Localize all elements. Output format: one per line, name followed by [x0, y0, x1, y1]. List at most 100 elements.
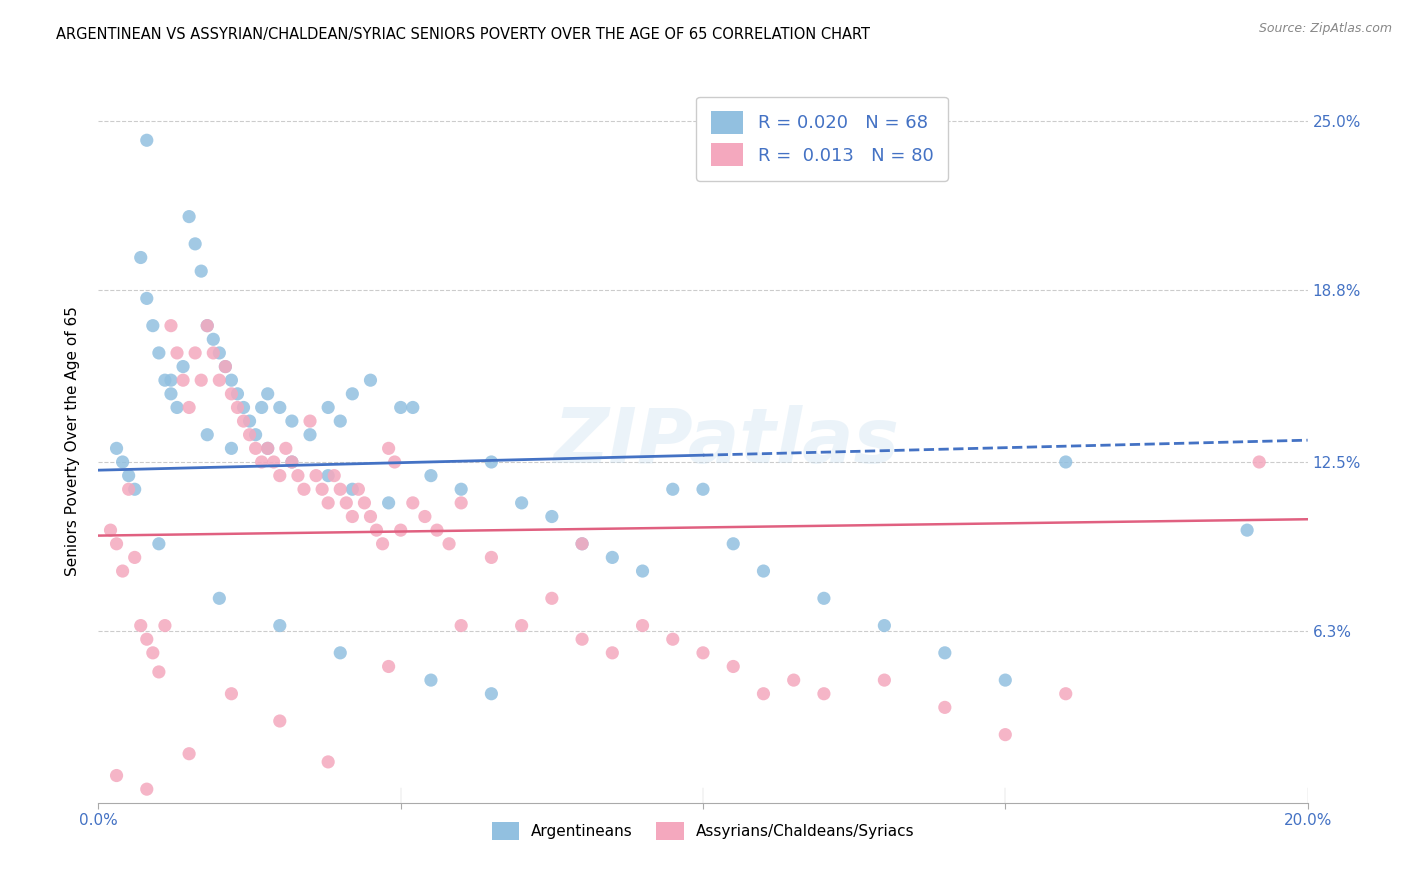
Point — [360, 373, 382, 387]
Point — [124, 482, 146, 496]
Point — [269, 401, 291, 415]
Point — [329, 646, 352, 660]
Point — [239, 427, 262, 442]
Point — [281, 414, 304, 428]
Point — [172, 359, 194, 374]
Point — [316, 755, 339, 769]
Point — [153, 618, 176, 632]
Point — [377, 659, 399, 673]
Point — [342, 482, 364, 496]
Point — [281, 455, 304, 469]
Point — [540, 509, 562, 524]
Point — [221, 387, 243, 401]
Point — [934, 700, 956, 714]
Point — [366, 523, 388, 537]
Point — [752, 564, 775, 578]
Point — [1236, 523, 1258, 537]
Point — [124, 550, 146, 565]
Point — [281, 455, 304, 469]
Point — [329, 414, 352, 428]
Point — [172, 373, 194, 387]
Point — [202, 346, 225, 360]
Point — [389, 523, 412, 537]
Point — [571, 632, 593, 647]
Point — [661, 632, 683, 647]
Point — [214, 359, 236, 374]
Point — [481, 687, 503, 701]
Point — [148, 665, 170, 679]
Point — [105, 768, 128, 782]
Point — [481, 550, 503, 565]
Point — [221, 687, 243, 701]
Point — [190, 264, 212, 278]
Point — [571, 537, 593, 551]
Point — [179, 401, 201, 415]
Point — [292, 482, 315, 496]
Point — [1054, 687, 1077, 701]
Point — [631, 618, 654, 632]
Point — [571, 537, 593, 551]
Point — [329, 482, 352, 496]
Point — [602, 646, 624, 660]
Point — [118, 468, 141, 483]
Point — [661, 482, 683, 496]
Point — [692, 646, 714, 660]
Point — [783, 673, 806, 687]
Point — [166, 346, 188, 360]
Point — [160, 387, 183, 401]
Point — [413, 509, 436, 524]
Point — [100, 523, 122, 537]
Point — [377, 442, 399, 456]
Point — [371, 537, 394, 551]
Point — [342, 509, 364, 524]
Point — [813, 687, 835, 701]
Point — [250, 455, 273, 469]
Point — [129, 251, 152, 265]
Point — [752, 687, 775, 701]
Point — [221, 442, 243, 456]
Point — [389, 401, 412, 415]
Text: ZIPatlas: ZIPatlas — [554, 405, 900, 478]
Point — [402, 496, 425, 510]
Point — [723, 537, 745, 551]
Point — [437, 537, 460, 551]
Text: Source: ZipAtlas.com: Source: ZipAtlas.com — [1258, 22, 1392, 36]
Point — [232, 414, 254, 428]
Point — [347, 482, 370, 496]
Point — [1249, 455, 1271, 469]
Point — [111, 455, 134, 469]
Point — [450, 482, 472, 496]
Point — [299, 414, 322, 428]
Point — [148, 346, 170, 360]
Point — [384, 455, 406, 469]
Point — [184, 236, 207, 251]
Point — [813, 591, 835, 606]
Point — [221, 373, 243, 387]
Point — [190, 373, 212, 387]
Point — [135, 782, 157, 797]
Point — [232, 401, 254, 415]
Point — [510, 618, 533, 632]
Point — [226, 387, 249, 401]
Point — [269, 714, 291, 728]
Point — [540, 591, 562, 606]
Point — [256, 442, 278, 456]
Point — [153, 373, 176, 387]
Point — [195, 318, 218, 333]
Point — [129, 618, 152, 632]
Point — [692, 482, 714, 496]
Point — [166, 401, 188, 415]
Point — [202, 332, 225, 346]
Legend: Argentineans, Assyrians/Chaldeans/Syriacs: Argentineans, Assyrians/Chaldeans/Syriac… — [485, 816, 921, 846]
Point — [631, 564, 654, 578]
Point — [353, 496, 375, 510]
Point — [111, 564, 134, 578]
Point — [360, 509, 382, 524]
Text: ARGENTINEAN VS ASSYRIAN/CHALDEAN/SYRIAC SENIORS POVERTY OVER THE AGE OF 65 CORRE: ARGENTINEAN VS ASSYRIAN/CHALDEAN/SYRIAC … — [56, 27, 870, 42]
Point — [239, 414, 262, 428]
Point — [135, 133, 157, 147]
Point — [179, 210, 201, 224]
Point — [450, 618, 472, 632]
Point — [420, 468, 443, 483]
Point — [873, 618, 896, 632]
